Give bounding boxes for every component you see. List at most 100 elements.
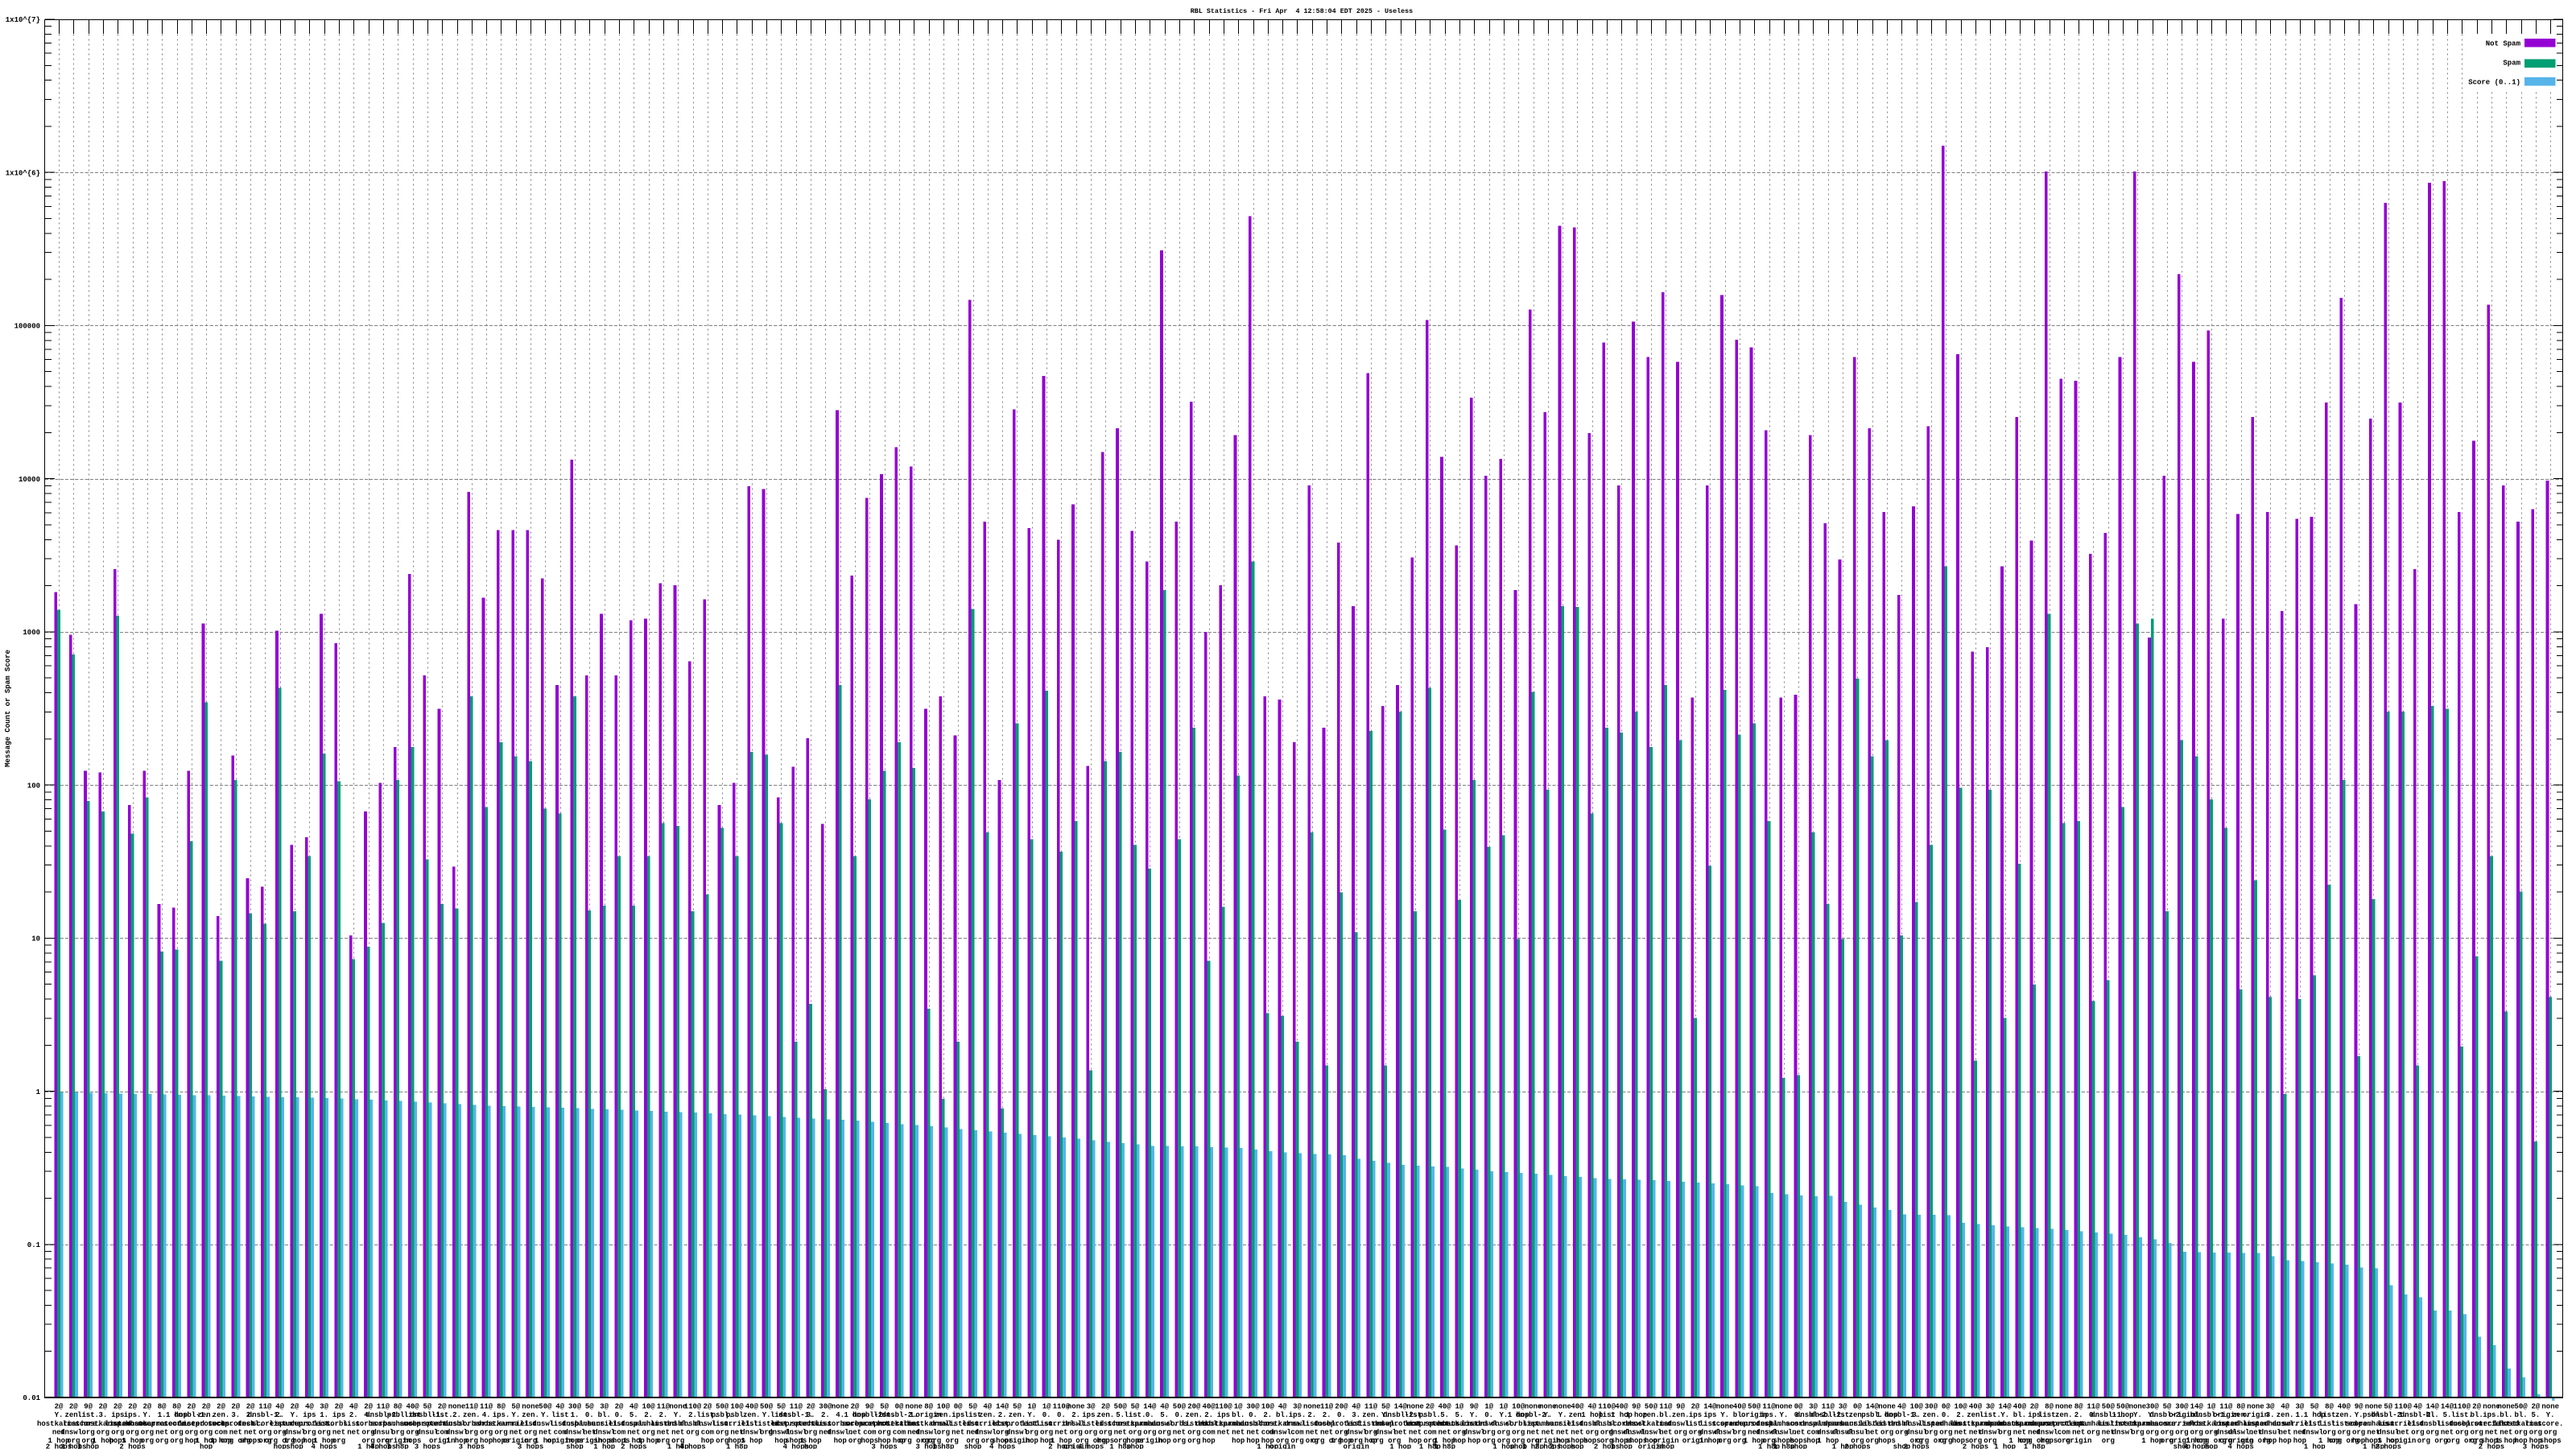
svg-text:1 hop: 1 hop — [196, 1437, 217, 1445]
svg-text:hop: hop — [1202, 1437, 1215, 1445]
svg-text:dnswl: dnswl — [446, 1429, 469, 1437]
svg-text:dnswl.: dnswl. — [1623, 1429, 1649, 1437]
svg-text:surriel.: surriel. — [498, 1420, 533, 1428]
svg-text:org: org — [141, 1437, 154, 1445]
svg-text:1 hop: 1 hop — [313, 1437, 335, 1445]
svg-text:org: org — [141, 1429, 154, 1437]
svg-text:hop: hop — [893, 1437, 906, 1445]
svg-text:list.: list. — [2436, 1420, 2458, 1428]
svg-text:sorbs.: sorbs. — [473, 1420, 499, 1428]
svg-text:zen.: zen. — [1849, 1411, 1867, 1419]
svg-text:ips.: ips. — [2483, 1411, 2500, 1419]
svg-text:list.: list. — [1950, 1420, 1971, 1428]
svg-text:spamhaus.: spamhaus. — [1808, 1420, 1847, 1428]
svg-text:hops: hops — [2365, 1437, 2383, 1445]
svg-text:hostkarma.: hostkarma. — [1998, 1420, 2041, 1428]
svg-text:listed: listed — [2331, 1420, 2357, 1428]
svg-text:8@: 8@ — [497, 1403, 506, 1411]
svg-text:org: org — [377, 1437, 390, 1445]
svg-text:10@: 10@ — [1954, 1403, 1967, 1411]
svg-text:zen.: zen. — [1642, 1411, 1660, 1419]
svg-text:spamhaus.: spamhaus. — [275, 1420, 315, 1428]
svg-text:2 hops: 2 hops — [46, 1443, 72, 1449]
svg-text:0.: 0. — [1174, 1411, 1183, 1419]
svg-text:list.: list. — [1699, 1420, 1721, 1428]
svg-text:surriel.: surriel. — [2385, 1420, 2420, 1428]
svg-text:0.: 0. — [1794, 1411, 1803, 1419]
svg-text:zen.: zen. — [1362, 1411, 1380, 1419]
svg-text:listed: listed — [753, 1420, 779, 1428]
svg-text:list.: list. — [343, 1420, 365, 1428]
svg-text:org: org — [2175, 1429, 2188, 1437]
svg-text:1 hop: 1 hop — [2304, 1411, 2326, 1419]
svg-text:dnswl.: dnswl. — [827, 1429, 852, 1437]
svg-text:list.: list. — [1567, 1420, 1588, 1428]
svg-text:3@: 3@ — [1809, 1403, 1818, 1411]
svg-text:4 hops: 4 hops — [783, 1443, 809, 1449]
svg-text:hop: hop — [1468, 1437, 1480, 1445]
svg-text:dnswl: dnswl — [785, 1429, 807, 1437]
svg-text:dnswl.: dnswl. — [1284, 1420, 1310, 1428]
svg-text:2.: 2. — [688, 1411, 697, 1419]
svg-text:zen.: zen. — [1009, 1411, 1026, 1419]
svg-text:dnsbl-2.: dnsbl-2. — [2401, 1411, 2435, 1419]
svg-text:4 hops: 4 hops — [1078, 1443, 1104, 1449]
svg-text:org: org — [258, 1429, 271, 1437]
svg-text:org: org — [274, 1429, 287, 1437]
svg-text:org: org — [1482, 1429, 1495, 1437]
svg-text:net: net — [1866, 1429, 1879, 1437]
svg-text:0.: 0. — [2089, 1411, 2098, 1419]
svg-text:2@: 2@ — [2030, 1403, 2039, 1411]
svg-text:5.: 5. — [1455, 1411, 1463, 1419]
svg-text:1 hop: 1 hop — [1434, 1437, 1455, 1445]
svg-text:dnsbl.: dnsbl. — [679, 1420, 705, 1428]
svg-text:list.: list. — [1522, 1420, 1544, 1428]
svg-text:listed: listed — [1078, 1420, 1104, 1428]
svg-text:list.: list. — [313, 1420, 335, 1428]
svg-text:dnsbl.: dnsbl. — [444, 1420, 469, 1428]
svg-text:5@: 5@ — [777, 1403, 786, 1411]
svg-text:shop: shop — [2174, 1443, 2191, 1449]
svg-text:2@: 2@ — [55, 1403, 64, 1411]
svg-text:list.: list. — [431, 1411, 453, 1419]
svg-text:dnswl.: dnswl. — [975, 1429, 1001, 1437]
svg-text:sorbs.: sorbs. — [459, 1420, 485, 1428]
svg-text:origin: origin — [1653, 1437, 1678, 1445]
svg-text:50@: 50@ — [2116, 1403, 2130, 1411]
svg-text:1 hop: 1 hop — [1051, 1437, 1072, 1445]
svg-text:net: net — [2278, 1429, 2291, 1437]
svg-text:1 h8p: 1 h8p — [1434, 1443, 1455, 1449]
svg-text:net: net — [1659, 1429, 1672, 1437]
svg-text:1.: 1. — [158, 1411, 167, 1419]
svg-text:list.: list. — [77, 1411, 99, 1419]
svg-text:hostkarma.: hostkarma. — [479, 1420, 522, 1428]
svg-text:40@: 40@ — [1202, 1403, 1216, 1411]
svg-text:org: org — [258, 1437, 271, 1445]
svg-text:zen.: zen. — [1672, 1411, 1690, 1419]
svg-text:net: net — [2396, 1429, 2409, 1437]
svg-text:14@: 14@ — [1866, 1403, 1880, 1411]
svg-text:bl.: bl. — [1232, 1411, 1245, 1419]
svg-text:org: org — [1851, 1437, 1864, 1445]
svg-text:14@: 14@ — [1143, 1403, 1157, 1411]
svg-text:RBL Statistics - Fri Apr 4 12: RBL Statistics - Fri Apr 4 12:58:04 EDT … — [1191, 7, 1413, 15]
svg-text:none: none — [1067, 1403, 1085, 1411]
svg-text:list.: list. — [549, 1420, 571, 1428]
svg-text:ips.: ips. — [1082, 1411, 1100, 1419]
svg-text:net: net — [1748, 1429, 1761, 1437]
svg-text:list.: list. — [2451, 1411, 2473, 1419]
svg-text:org: org — [1276, 1437, 1289, 1445]
svg-text:com: com — [1806, 1429, 1820, 1437]
svg-text:list.: list. — [2318, 1411, 2340, 1419]
svg-text:org: org — [1187, 1429, 1200, 1437]
svg-text:8@: 8@ — [2074, 1403, 2083, 1411]
svg-text:40@: 40@ — [1438, 1403, 1451, 1411]
svg-text:org: org — [1453, 1429, 1466, 1437]
svg-text:score.: score. — [2154, 1420, 2180, 1428]
svg-text:dnswl.: dnswl. — [695, 1420, 720, 1428]
svg-text:net: net — [2367, 1429, 2380, 1437]
svg-text:2@: 2@ — [142, 1403, 151, 1411]
svg-text:40@: 40@ — [1969, 1403, 1983, 1411]
svg-text:30@: 30@ — [1246, 1403, 1260, 1411]
svg-text:2.: 2. — [246, 1411, 255, 1419]
